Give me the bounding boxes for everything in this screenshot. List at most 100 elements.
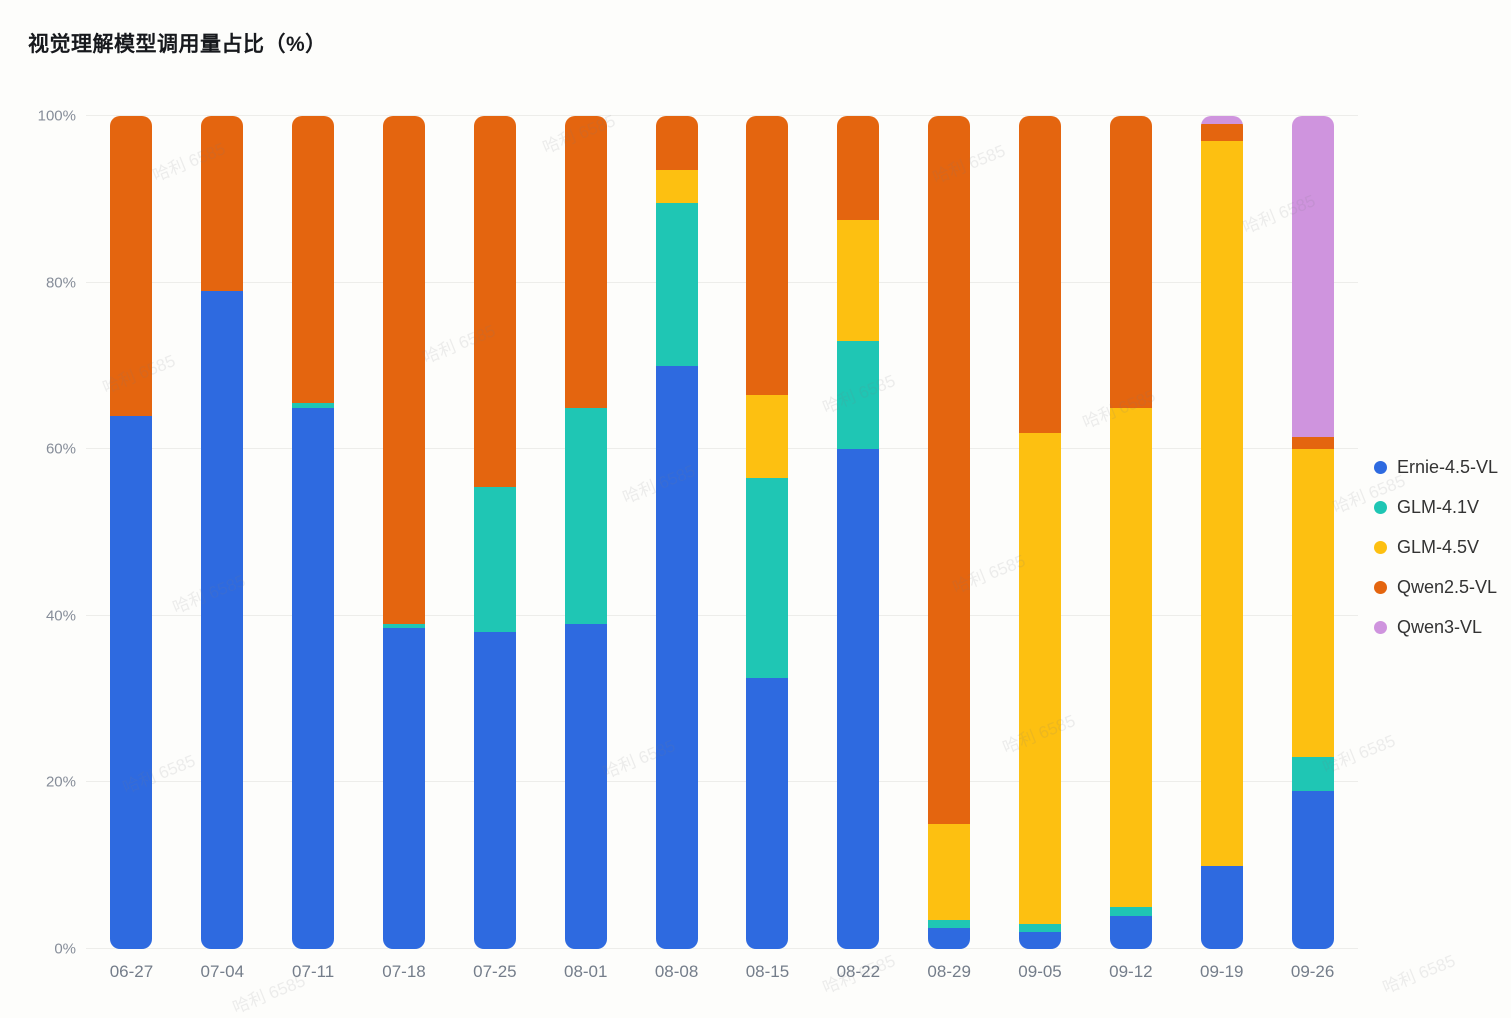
bar-segment-08-29-GLM-4.5V[interactable]	[928, 824, 971, 920]
x-tick-label-08-08: 08-08	[654, 962, 699, 981]
bar-07-25[interactable]	[473, 116, 516, 949]
bar-segment-06-27-Ernie-4.5-VL[interactable]	[110, 415, 153, 949]
bar-segment-08-29-Qwen2.5-VL[interactable]	[928, 116, 971, 825]
bar-segment-08-15-GLM-4.1V[interactable]	[746, 478, 789, 679]
bar-segment-08-08-GLM-4.5V[interactable]	[655, 170, 698, 204]
bar-segment-07-25-GLM-4.1V[interactable]	[473, 486, 516, 633]
bar-slot-09-19	[1176, 116, 1267, 949]
bar-segment-08-22-GLM-4.5V[interactable]	[837, 220, 880, 341]
bar-08-22[interactable]	[837, 116, 880, 949]
bar-segment-08-08-Qwen2.5-VL[interactable]	[655, 116, 698, 171]
bar-segment-07-18-Ernie-4.5-VL[interactable]	[383, 628, 425, 949]
bar-segment-09-19-Ernie-4.5-VL[interactable]	[1200, 865, 1243, 949]
bar-segment-08-08-Ernie-4.5-VL[interactable]	[655, 365, 698, 949]
bar-08-15[interactable]	[746, 116, 789, 949]
x-tick-label-09-12: 09-12	[1109, 962, 1153, 981]
x-tick-label-07-11: 07-11	[292, 962, 335, 981]
legend-item-Qwen2.5-VL[interactable]: Qwen2.5-VL	[1374, 567, 1498, 607]
bar-08-29[interactable]	[928, 116, 971, 949]
bar-segment-07-11-GLM-4.1V[interactable]	[292, 403, 335, 408]
bar-09-12[interactable]	[1109, 116, 1152, 949]
bar-08-08[interactable]	[655, 116, 698, 949]
bar-segment-09-05-Ernie-4.5-VL[interactable]	[1019, 932, 1062, 949]
x-tick-label-07-25: 07-25	[473, 962, 517, 981]
bar-segment-09-26-Qwen3-VL[interactable]	[1291, 116, 1334, 437]
bar-segment-09-26-GLM-4.5V[interactable]	[1291, 449, 1334, 758]
y-tick-label-20: 20%	[45, 773, 76, 791]
plot-area	[86, 115, 1358, 949]
bar-slot-08-08	[631, 116, 722, 949]
bar-segment-09-26-Qwen2.5-VL[interactable]	[1291, 436, 1334, 450]
bar-segment-08-22-Ernie-4.5-VL[interactable]	[837, 449, 880, 949]
legend-item-Qwen3-VL[interactable]: Qwen3-VL	[1374, 607, 1498, 647]
bar-slot-07-04	[177, 116, 268, 949]
x-tick-label-09-26: 09-26	[1290, 962, 1335, 981]
bar-segment-09-05-Qwen2.5-VL[interactable]	[1019, 116, 1062, 433]
legend-item-Ernie-4.5-VL[interactable]: Ernie-4.5-VL	[1374, 447, 1498, 487]
bar-slot-09-05	[995, 116, 1086, 949]
x-tick-label-07-04: 07-04	[200, 962, 245, 981]
bar-segment-08-01-Ernie-4.5-VL[interactable]	[564, 624, 607, 949]
bar-segment-07-18-Qwen2.5-VL[interactable]	[383, 116, 425, 625]
bar-segment-09-05-GLM-4.1V[interactable]	[1019, 924, 1062, 933]
legend-label-Qwen3-VL: Qwen3-VL	[1397, 616, 1483, 637]
bar-segment-09-19-Qwen3-VL[interactable]	[1200, 116, 1243, 125]
bar-segment-08-15-GLM-4.5V[interactable]	[746, 395, 789, 479]
legend-item-GLM-4.1V[interactable]: GLM-4.1V	[1374, 487, 1498, 527]
bar-segment-09-19-GLM-4.5V[interactable]	[1200, 140, 1243, 866]
bar-segment-09-26-Ernie-4.5-VL[interactable]	[1291, 790, 1334, 949]
bar-segment-08-08-GLM-4.1V[interactable]	[655, 203, 698, 366]
bar-segment-07-04-Ernie-4.5-VL[interactable]	[201, 290, 244, 949]
bar-09-19[interactable]	[1200, 116, 1243, 949]
legend-label-GLM-4.5V: GLM-4.5V	[1397, 536, 1480, 557]
bar-segment-09-19-Qwen2.5-VL[interactable]	[1200, 124, 1243, 141]
bar-09-26[interactable]	[1291, 116, 1334, 949]
legend-label-GLM-4.1V: GLM-4.1V	[1397, 496, 1480, 517]
bar-segment-08-15-Qwen2.5-VL[interactable]	[746, 116, 789, 396]
bar-segment-08-22-Qwen2.5-VL[interactable]	[837, 116, 880, 221]
y-tick-label-80: 80%	[45, 274, 76, 292]
legend: Ernie-4.5-VL GLM-4.1V GLM-4.5V Qwen2.5-VL Qw…	[1374, 447, 1498, 647]
bar-segment-09-12-Ernie-4.5-VL[interactable]	[1109, 915, 1152, 949]
bar-07-11[interactable]	[292, 116, 335, 949]
legend-dot-Qwen2.5-VL	[1374, 580, 1387, 594]
bar-08-01[interactable]	[564, 116, 607, 949]
bar-segment-08-01-GLM-4.1V[interactable]	[564, 407, 607, 625]
gridline-60	[86, 448, 1358, 450]
x-tick-label-08-15: 08-15	[745, 962, 790, 981]
bar-segment-09-05-GLM-4.5V[interactable]	[1019, 432, 1062, 924]
bar-segment-07-11-Qwen2.5-VL[interactable]	[292, 116, 335, 404]
bar-segment-08-22-GLM-4.1V[interactable]	[837, 340, 880, 450]
bar-segment-09-26-GLM-4.1V[interactable]	[1291, 757, 1334, 791]
legend-label-Ernie-4.5-VL: Ernie-4.5-VL	[1397, 456, 1499, 477]
gridline-100	[86, 115, 1358, 116]
bar-segment-08-01-Qwen2.5-VL[interactable]	[564, 116, 607, 408]
bar-slot-07-25	[449, 116, 540, 949]
bar-07-04[interactable]	[201, 116, 244, 949]
bar-07-18[interactable]	[383, 116, 425, 949]
bar-segment-07-11-Ernie-4.5-VL[interactable]	[292, 407, 335, 949]
legend-item-GLM-4.5V[interactable]: GLM-4.5V	[1374, 527, 1498, 567]
x-tick-label-08-29: 08-29	[927, 962, 971, 981]
bar-segment-09-12-GLM-4.1V[interactable]	[1109, 907, 1152, 916]
bar-segment-08-29-GLM-4.1V[interactable]	[928, 919, 971, 929]
bar-segment-08-15-Ernie-4.5-VL[interactable]	[746, 678, 789, 949]
watermark-text: 哈利 6585	[1379, 951, 1459, 998]
x-tick-label-09-19: 09-19	[1200, 962, 1244, 981]
bar-06-27[interactable]	[110, 116, 153, 949]
gridline-0	[86, 948, 1358, 949]
bar-segment-06-27-Qwen2.5-VL[interactable]	[110, 116, 153, 416]
bar-09-05[interactable]	[1019, 116, 1062, 949]
bar-segment-09-12-Qwen2.5-VL[interactable]	[1109, 116, 1152, 408]
bar-slot-08-15	[722, 116, 813, 949]
legend-label-Qwen2.5-VL: Qwen2.5-VL	[1397, 576, 1498, 597]
bar-segment-07-18-GLM-4.1V[interactable]	[383, 624, 425, 629]
bar-segment-07-04-Qwen2.5-VL[interactable]	[201, 116, 244, 291]
bar-segment-08-29-Ernie-4.5-VL[interactable]	[928, 928, 971, 949]
legend-dot-Ernie-4.5-VL	[1374, 460, 1387, 474]
bar-segment-07-25-Qwen2.5-VL[interactable]	[473, 116, 516, 487]
bar-segment-09-12-GLM-4.5V[interactable]	[1109, 407, 1152, 908]
bar-segment-07-25-Ernie-4.5-VL[interactable]	[473, 632, 516, 949]
legend-dot-GLM-4.1V	[1374, 500, 1387, 514]
y-tick-label-0: 0%	[54, 940, 76, 958]
